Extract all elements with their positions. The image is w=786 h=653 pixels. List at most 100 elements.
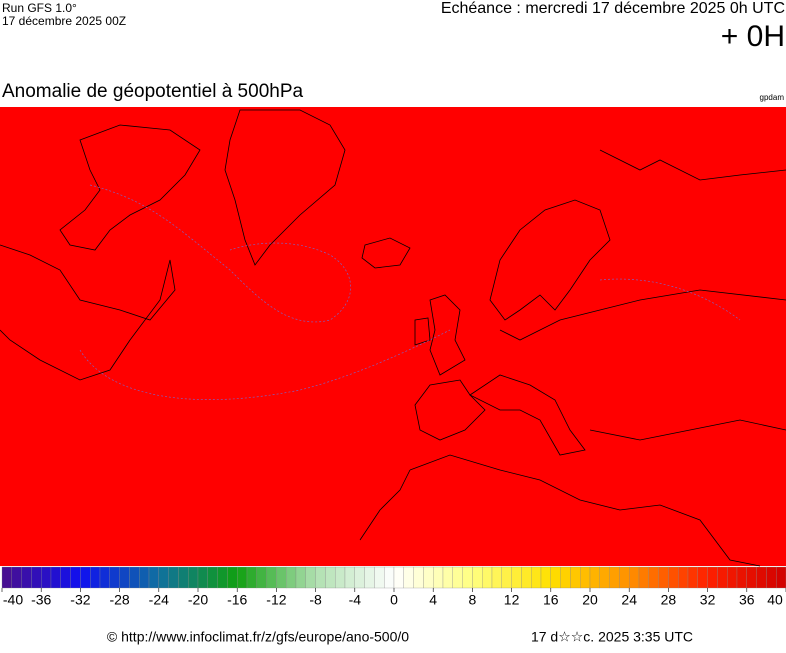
colorbar-cell	[41, 566, 52, 589]
colorbar-cell	[1, 566, 12, 589]
colorbar-cell	[707, 566, 718, 589]
colorbar-cell	[678, 566, 689, 589]
colorbar-cell	[364, 566, 375, 589]
colorbar-cell	[668, 566, 679, 589]
run-label: Run GFS 1.0°	[2, 1, 77, 15]
colorbar-cell	[393, 566, 404, 589]
colorbar-cell	[217, 566, 228, 589]
colorbar-cell	[305, 566, 316, 589]
colorbar-cell	[384, 566, 395, 589]
map-title: Anomalie de géopotentiel à 500hPa	[2, 81, 304, 102]
colorbar-cell	[511, 566, 522, 589]
colorbar-cell	[403, 566, 414, 589]
colorbar-tick-label: 12	[504, 592, 520, 608]
colorbar-tick-label: -8	[309, 592, 322, 608]
colorbar-cell	[619, 566, 630, 589]
colorbar-tick-label: 16	[543, 592, 559, 608]
colorbar-cell	[207, 566, 218, 589]
colorbar-cell	[658, 566, 669, 589]
colorbar-cell	[266, 566, 277, 589]
colorbar-cell	[521, 566, 532, 589]
colorbar-cell	[354, 566, 365, 589]
colorbar-cell	[344, 566, 355, 589]
colorbar-tick-label: 8	[469, 592, 477, 608]
colorbar-cell	[286, 566, 297, 589]
colorbar-cell	[570, 566, 581, 589]
colorbar: -40 -36 -32 -28 -24 -20 -16 -12 -8 -4 0 4 8 12 16 20 24 2…	[1, 566, 786, 608]
colorbar-cell	[315, 566, 326, 589]
colorbar-cell	[227, 566, 238, 589]
colorbar-tick-label: -4	[349, 592, 362, 608]
colorbar-cell	[139, 566, 150, 589]
colorbar-cell	[609, 566, 620, 589]
colorbar-tick-label: 20	[582, 592, 598, 608]
colorbar-cell	[119, 566, 130, 589]
colorbar-cell	[589, 566, 600, 589]
colorbar-cell	[766, 566, 777, 589]
colorbar-cell	[99, 566, 110, 589]
colorbar-cell	[90, 566, 101, 589]
colorbar-tick-label: -36	[31, 592, 51, 608]
colorbar-tick-label: -32	[70, 592, 90, 608]
colorbar-cell	[629, 566, 640, 589]
colorbar-cell	[433, 566, 444, 589]
colorbar-cell	[158, 566, 169, 589]
colorbar-cell	[168, 566, 179, 589]
colorbar-cell	[148, 566, 159, 589]
colorbar-cell	[178, 566, 189, 589]
colorbar-cell	[727, 566, 738, 589]
colorbar-cell	[442, 566, 453, 589]
colorbar-cell	[295, 566, 306, 589]
colorbar-tick-label: 40	[767, 592, 783, 608]
colorbar-cell	[50, 566, 61, 589]
colorbar-cell	[374, 566, 385, 589]
colorbar-tick-label: 0	[390, 592, 398, 608]
colorbar-tick-label: -20	[188, 592, 208, 608]
colorbar-cell	[11, 566, 22, 589]
colorbar-cell	[776, 566, 786, 589]
colorbar-cell	[237, 566, 248, 589]
colorbar-cell	[501, 566, 512, 589]
colorbar-cell	[31, 566, 42, 589]
colorbar-tick-label: 24	[621, 592, 637, 608]
colorbar-cell	[423, 566, 434, 589]
generated-footer: 17 d☆☆c. 2025 3:35 UTC	[531, 629, 693, 645]
colorbar-cell	[648, 566, 659, 589]
colorbar-tick-label: 28	[661, 592, 677, 608]
colorbar-cell	[413, 566, 424, 589]
colorbar-tick-label: -12	[266, 592, 286, 608]
colorbar-cell	[580, 566, 591, 589]
colorbar-cell	[188, 566, 199, 589]
colorbar-cell	[246, 566, 257, 589]
colorbar-cell	[335, 566, 346, 589]
colorbar-cell	[531, 566, 542, 589]
colorbar-cell	[687, 566, 698, 589]
colorbar-cell	[746, 566, 757, 589]
colorbar-cell	[197, 566, 208, 589]
colorbar-cell	[452, 566, 463, 589]
colorbar-tick-label: 4	[429, 592, 437, 608]
colorbar-tick-label: -16	[227, 592, 247, 608]
colorbar-cell	[638, 566, 649, 589]
colorbar-cell	[717, 566, 728, 589]
colorbar-tick-label: -40	[3, 592, 23, 608]
run-date: 17 décembre 2025 00Z	[2, 14, 126, 28]
colorbar-cell	[491, 566, 502, 589]
colorbar-cell	[540, 566, 551, 589]
colorbar-cell	[80, 566, 91, 589]
colorbar-cell	[129, 566, 140, 589]
unit-label: gpdam	[760, 93, 785, 102]
colorbar-cell	[697, 566, 708, 589]
colorbar-cell	[325, 566, 336, 589]
anomaly-contours	[79, 184, 741, 401]
colorbar-cell	[560, 566, 571, 589]
colorbar-cell	[256, 566, 267, 589]
colorbar-cell	[462, 566, 473, 589]
colorbar-cell	[550, 566, 561, 589]
colorbar-cell	[736, 566, 747, 589]
colorbar-cell	[21, 566, 32, 589]
valid-time: Echéance : mercredi 17 décembre 2025 0h …	[441, 0, 785, 17]
colorbar-tick-label: 36	[739, 592, 755, 608]
